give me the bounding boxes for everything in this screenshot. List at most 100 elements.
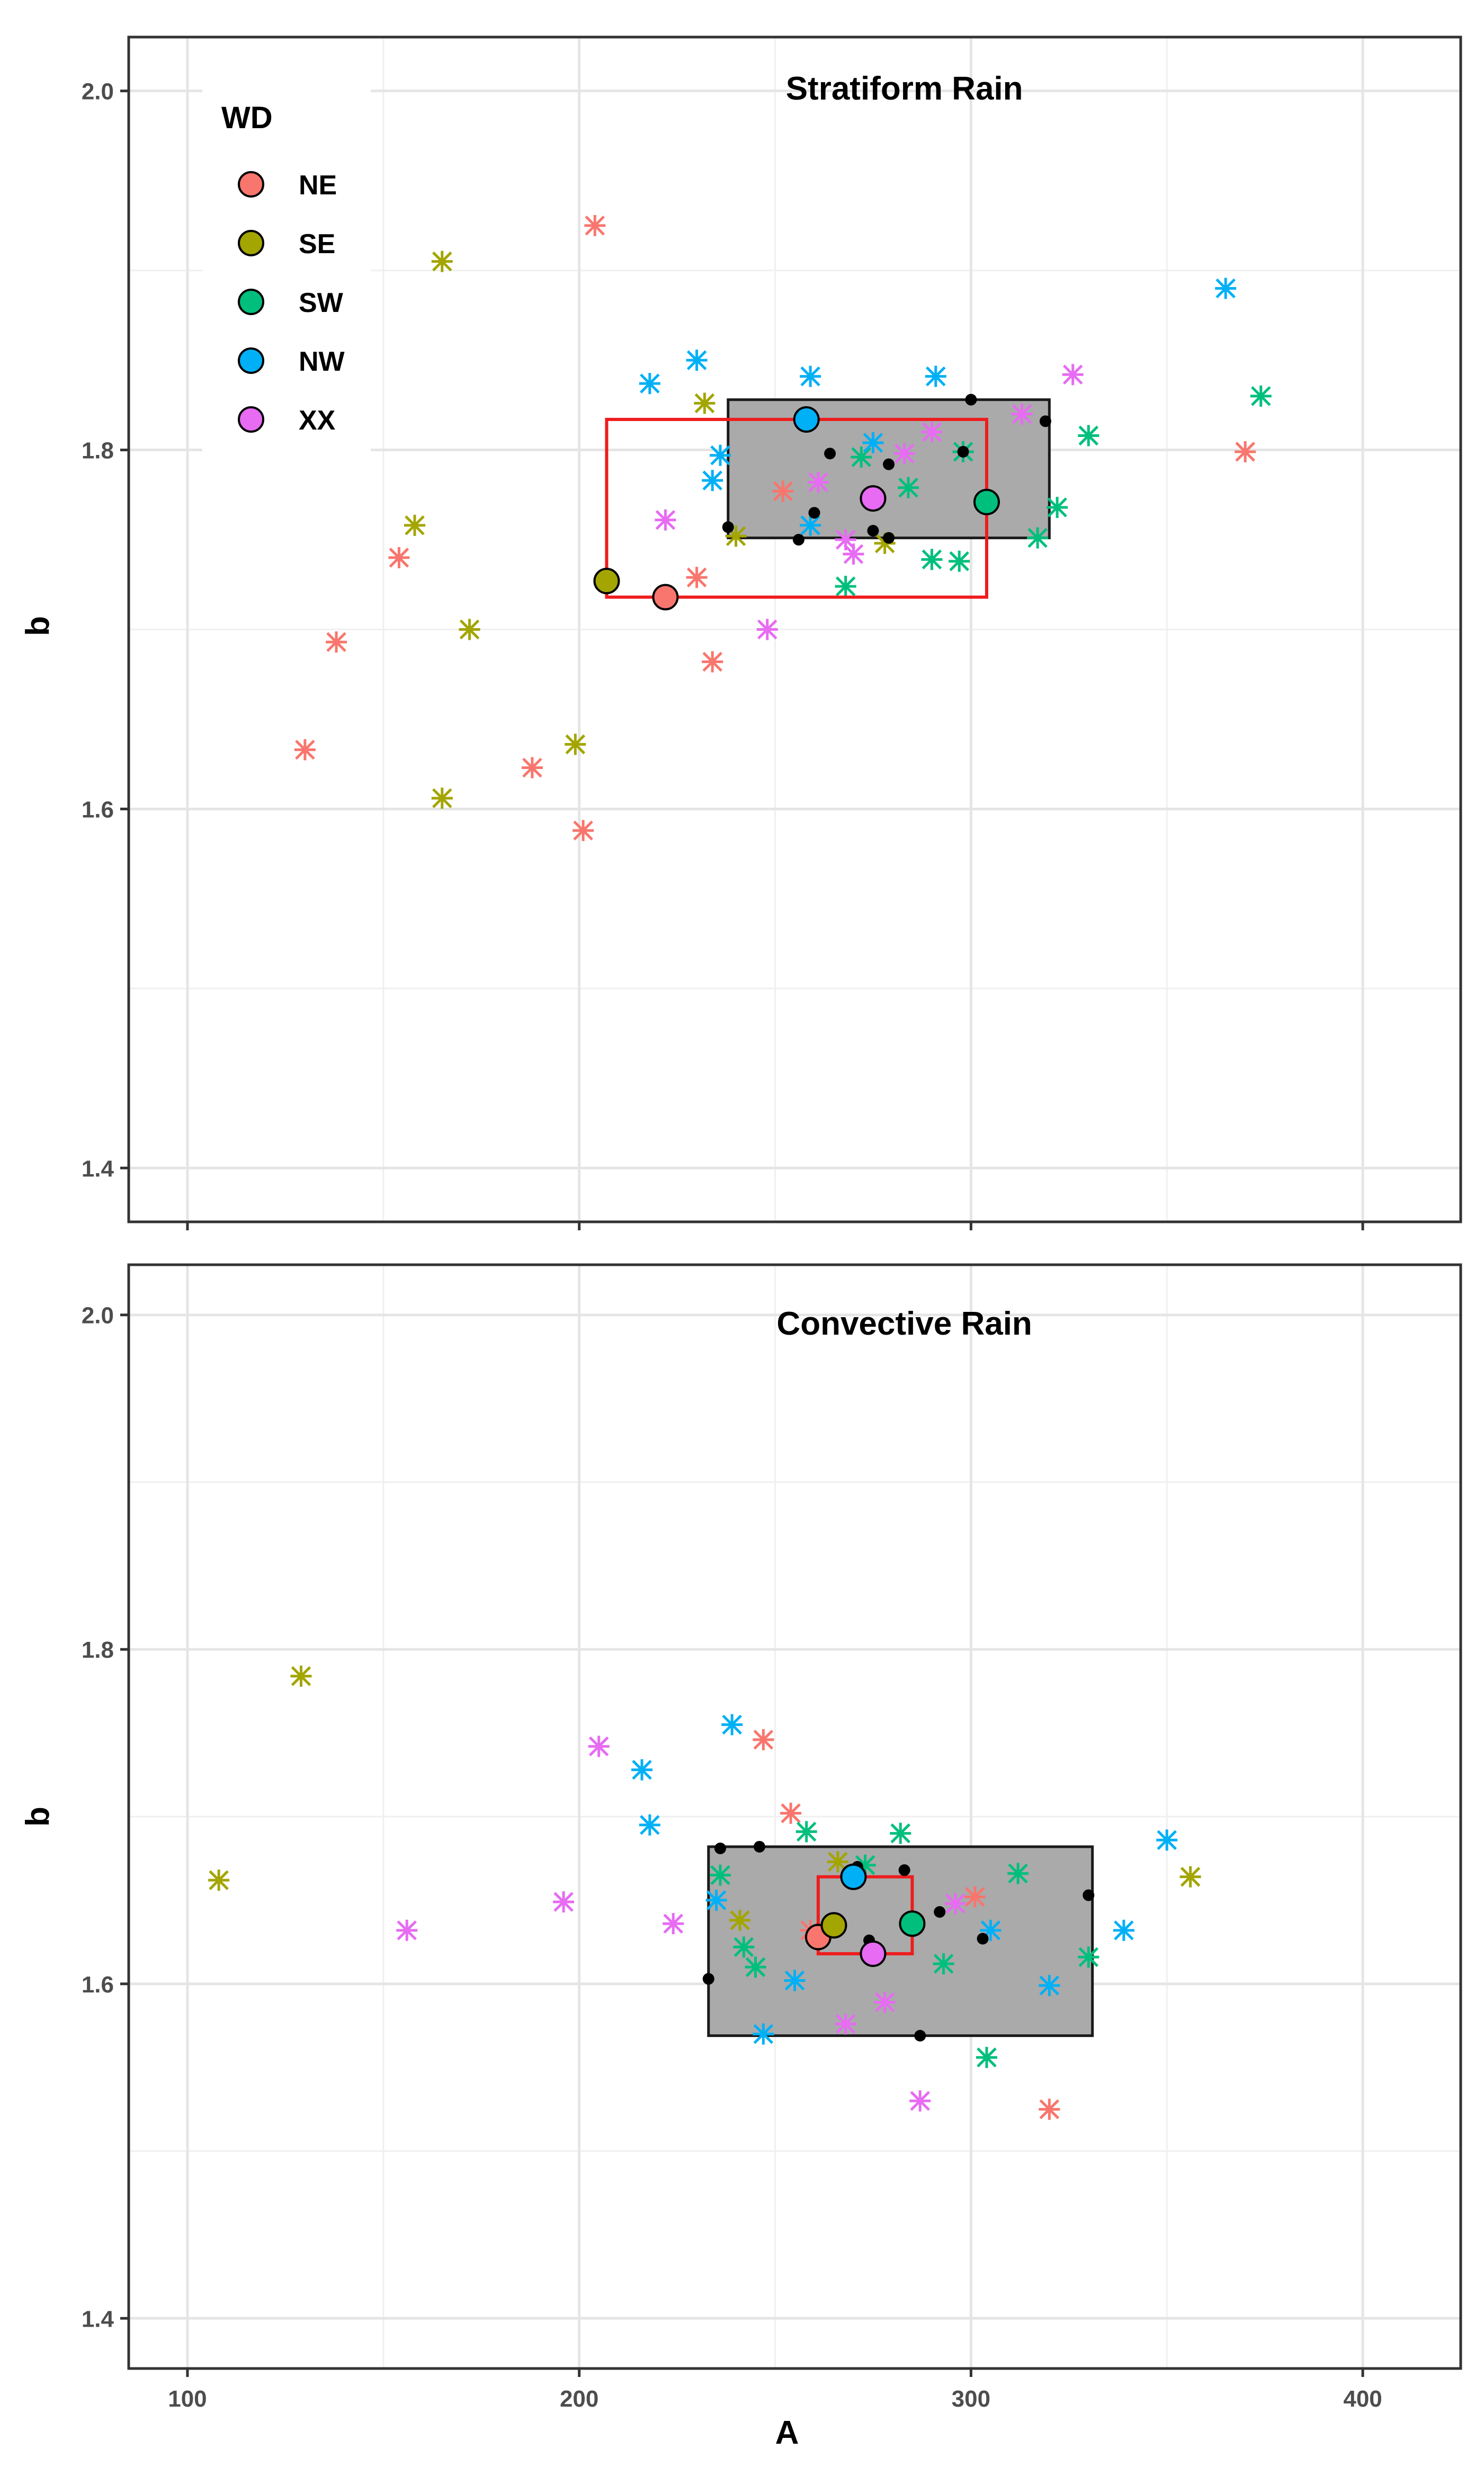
summary-dot xyxy=(977,1933,989,1945)
mean-nw xyxy=(793,406,820,433)
point-se xyxy=(729,1909,750,1931)
legend-item-ne: NE xyxy=(238,170,337,201)
summary-dot xyxy=(914,2030,926,2042)
point-ne xyxy=(388,547,410,568)
legend-label: SE xyxy=(299,229,335,260)
legend: WD NE SE SW NW XX xyxy=(202,85,371,455)
summary-dot xyxy=(753,1840,765,1853)
point-sw xyxy=(1250,385,1272,407)
point-sw xyxy=(1078,1946,1099,1968)
range-gray-box xyxy=(707,1845,1094,2037)
legend-key xyxy=(238,171,264,198)
point-sw xyxy=(1047,497,1068,519)
x-tick-label: 300 xyxy=(952,2386,990,2412)
y-tick-label: 1.6 xyxy=(82,797,114,823)
point-nw xyxy=(1113,1919,1134,1941)
point-ne xyxy=(584,214,606,236)
summary-dot xyxy=(883,458,895,470)
point-nw xyxy=(702,470,723,491)
point-sw xyxy=(733,1936,755,1958)
point-se xyxy=(431,251,453,272)
convective-panel: 1.4 1.6 1.8 2.0 100 200 300 400 Convective Rain xyxy=(82,1263,1462,2412)
point-xx xyxy=(835,2013,856,2035)
legend-label: NE xyxy=(299,170,337,201)
summary-dot xyxy=(792,534,804,546)
point-nw xyxy=(686,350,708,371)
legend-title: WD xyxy=(221,101,273,135)
point-sw xyxy=(795,1821,817,1843)
point-se xyxy=(208,1869,230,1891)
point-nw xyxy=(1039,1974,1060,1996)
panel-border xyxy=(127,35,1462,1223)
x-tick-label: 200 xyxy=(560,2386,598,2412)
point-xx xyxy=(1011,403,1033,425)
point-xx xyxy=(553,1891,575,1913)
y-tick-label: 1.6 xyxy=(82,1972,114,1998)
legend-item-nw: NW xyxy=(238,346,345,377)
point-nw xyxy=(784,1970,806,1991)
y-tick-label: 2.0 xyxy=(82,1303,114,1329)
point-ne xyxy=(753,1729,774,1750)
mean-sw xyxy=(899,1910,926,1937)
point-se xyxy=(431,788,453,809)
summary-dot xyxy=(808,507,820,519)
point-ne xyxy=(702,651,723,673)
point-nw xyxy=(800,514,821,536)
panel-border xyxy=(127,1263,1462,2370)
point-ne xyxy=(780,1802,802,1824)
y-axis-title-top: b xyxy=(20,616,56,636)
point-sw xyxy=(709,1864,731,1886)
point-ne xyxy=(294,739,316,761)
point-sw xyxy=(933,1953,954,1974)
point-sw xyxy=(890,1822,911,1844)
legend-item-se: SE xyxy=(238,229,335,260)
mean-sw xyxy=(973,488,1000,515)
point-se xyxy=(459,619,480,640)
mean-se xyxy=(820,1912,847,1939)
x-axis-title: A xyxy=(775,2415,799,2451)
mean-nw xyxy=(840,1863,867,1890)
legend-background xyxy=(202,85,371,455)
legend-label: NW xyxy=(299,346,345,377)
point-xx xyxy=(663,1913,684,1935)
y-tick-label: 1.4 xyxy=(82,2306,114,2332)
summary-dot xyxy=(883,532,895,544)
y-tick-label: 1.8 xyxy=(82,438,114,464)
point-nw xyxy=(639,373,660,395)
point-sw xyxy=(1078,425,1099,446)
legend-item-xx: XX xyxy=(238,405,336,436)
summary-dot xyxy=(714,1842,726,1854)
point-xx xyxy=(396,1919,418,1941)
point-sw xyxy=(835,576,856,597)
summary-dot xyxy=(702,1973,714,1985)
point-xx xyxy=(909,2090,931,2112)
y-tick-label: 1.4 xyxy=(82,1156,114,1182)
point-xx xyxy=(807,471,829,493)
panel-title: Stratiform Rain xyxy=(786,70,1023,107)
point-nw xyxy=(631,1759,653,1781)
point-se xyxy=(694,392,716,414)
x-tick-label: 100 xyxy=(168,2386,207,2412)
point-nw xyxy=(925,365,946,387)
legend-key xyxy=(238,230,264,256)
point-se xyxy=(404,514,425,536)
point-ne xyxy=(521,757,543,779)
summary-dot xyxy=(1083,1889,1095,1901)
point-ne xyxy=(964,1886,986,1908)
point-nw xyxy=(862,432,884,454)
point-sw xyxy=(898,477,919,498)
point-sw xyxy=(851,446,872,468)
y-tick-label: 2.0 xyxy=(82,79,114,105)
summary-dot xyxy=(965,394,977,406)
mean-se xyxy=(593,567,620,594)
summary-dot xyxy=(957,445,969,458)
y-axis-title-bottom: b xyxy=(20,1807,56,1827)
point-xx xyxy=(843,543,864,565)
point-sw xyxy=(1007,1863,1029,1884)
legend-key xyxy=(238,406,264,433)
mean-xx xyxy=(860,485,887,512)
summary-dot xyxy=(898,1864,910,1876)
point-xx xyxy=(944,1893,966,1915)
point-nw xyxy=(753,2023,774,2045)
